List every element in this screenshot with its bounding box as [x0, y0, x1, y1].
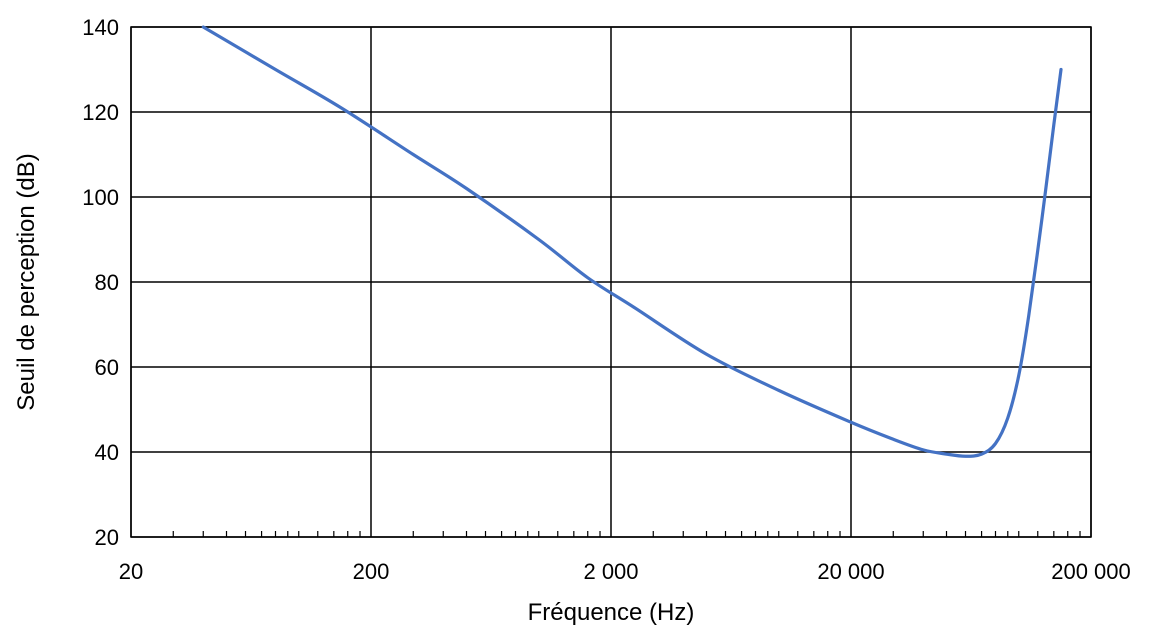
x-axis-title: Fréquence (Hz)	[528, 599, 695, 626]
minor-ticks	[173, 531, 1080, 537]
series-line-0	[203, 27, 1061, 456]
x-tick-label: 20	[119, 559, 143, 584]
grid	[131, 27, 1091, 537]
x-tick-label: 20 000	[817, 559, 884, 584]
x-tick-label: 200	[353, 559, 390, 584]
x-tick-label: 200 000	[1051, 559, 1131, 584]
y-tick-label: 40	[95, 440, 119, 465]
y-tick-labels: 20 40 60 80 100 120 140	[82, 15, 119, 550]
x-tick-label: 2 000	[583, 559, 638, 584]
y-axis-title: Seuil de perception (dB)	[13, 153, 40, 410]
y-tick-label: 100	[82, 185, 119, 210]
y-tick-label: 20	[95, 525, 119, 550]
y-tick-label: 120	[82, 100, 119, 125]
y-tick-label: 80	[95, 270, 119, 295]
series-layer	[203, 27, 1061, 456]
y-tick-label: 60	[95, 355, 119, 380]
x-tick-labels: 20 200 2 000 20 000 200 000	[119, 559, 1131, 584]
y-tick-label: 140	[82, 15, 119, 40]
